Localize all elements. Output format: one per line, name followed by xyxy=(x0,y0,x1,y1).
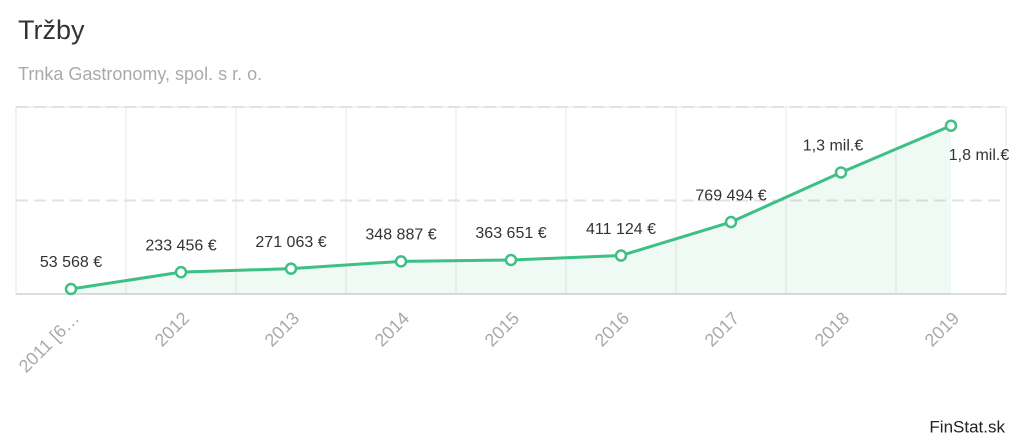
chart-title: Tržby xyxy=(18,15,85,45)
point xyxy=(834,166,848,179)
value-label: 271 063 € xyxy=(255,234,326,251)
value-label: 53 568 € xyxy=(40,254,102,271)
source: FinStat.sk xyxy=(929,417,1005,436)
point xyxy=(724,215,738,229)
point xyxy=(394,255,408,268)
value-label: 233 456 € xyxy=(145,237,216,254)
value-label: 769 494 € xyxy=(695,187,766,204)
value-label: 411 124 € xyxy=(586,221,656,238)
point xyxy=(614,249,628,262)
value-label: 1,8 mil.€ xyxy=(949,147,1010,164)
chart-subtitle: Trnka Gastronomy, spol. s r. o. xyxy=(18,64,262,84)
area xyxy=(71,125,951,294)
value-label: 1,3 mil.€ xyxy=(803,138,864,155)
value-label: 363 651 € xyxy=(475,225,546,242)
value-label: 348 887 € xyxy=(365,227,436,244)
point xyxy=(504,253,518,267)
point xyxy=(944,119,958,132)
point xyxy=(174,265,188,279)
point xyxy=(284,262,298,275)
point xyxy=(64,282,78,296)
